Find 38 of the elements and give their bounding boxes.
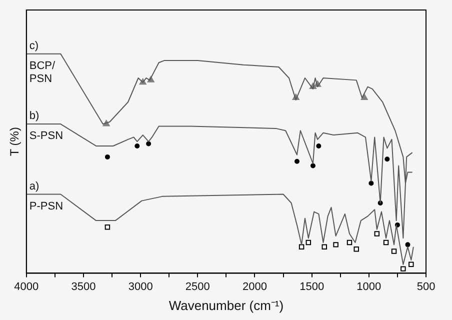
point [104,154,110,160]
point [310,163,316,168]
x-tick-label: 2000 [242,280,267,293]
point [146,141,152,146]
x-tick-label: 500 [416,280,436,293]
annotation: b) [29,110,40,122]
point [306,240,312,246]
point [374,231,380,236]
point [322,244,328,250]
point [400,266,406,272]
point [384,156,390,162]
point [134,143,140,148]
point [408,262,414,268]
y-axis-title: T (%) [8,127,22,156]
series-label: P-PSN [29,200,64,212]
text: c) [29,40,39,52]
point [354,246,359,252]
x-tick-label: 3000 [128,280,153,293]
annotation: a) [29,180,40,192]
point [316,143,322,148]
series-label: S-PSN [29,130,64,142]
x-tick-label: 3500 [71,280,96,293]
x-tick-label: 1500 [300,280,324,293]
x-axis-title: Wavenumber (cm⁻¹) [168,298,284,313]
point [368,180,374,186]
point [333,242,338,248]
point [405,242,410,248]
point [294,158,300,164]
series-label: BCP/PSN [29,60,56,85]
point [360,94,368,100]
x-tick-label: 1000 [356,280,382,293]
point [391,248,397,254]
point [383,240,389,246]
point [104,224,110,230]
point [346,240,352,246]
x-tick-label: 4000 [14,280,39,293]
x-tick-label: 2500 [185,280,210,293]
point [298,244,304,250]
